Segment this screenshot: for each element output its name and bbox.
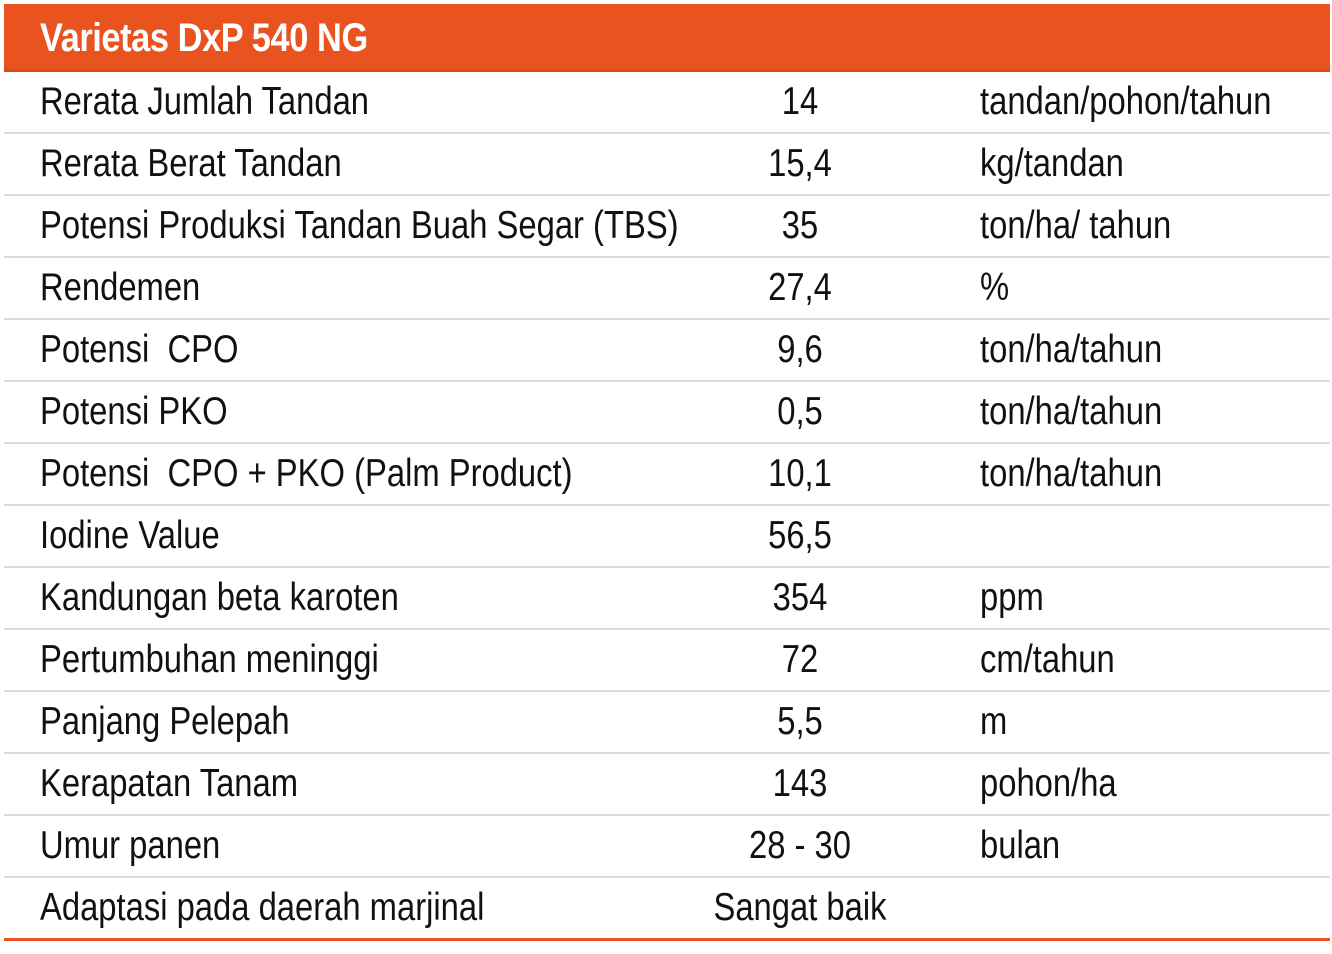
row-unit: ppm [980, 576, 1044, 619]
row-value: 35 [781, 204, 819, 247]
row-unit: % [980, 266, 1010, 309]
row-value: 5,5 [777, 700, 823, 743]
table-row-11: Panjang Pelepah 5,5 m [4, 692, 1330, 754]
row-value: 72 [781, 638, 819, 681]
table-row-6: Potensi PKO 0,5 ton/ha/tahun [4, 382, 1330, 444]
row-unit: ton/ha/tahun [980, 390, 1163, 433]
spec-table: Varietas DxP 540 NG Rerata Jumlah Tandan… [4, 4, 1330, 941]
row-label: Rerata Jumlah Tandan [40, 80, 370, 123]
row-value: 10,1 [768, 452, 832, 495]
row-value: 0,5 [777, 390, 823, 433]
row-label: Potensi CPO + PKO (Palm Product) [40, 452, 573, 495]
row-unit: ton/ha/tahun [980, 328, 1163, 371]
table-row-14: Adaptasi pada daerah marjinal Sangat bai… [4, 878, 1330, 941]
row-label: Potensi Produksi Tandan Buah Segar (TBS) [40, 204, 679, 247]
table-row-3: Potensi Produksi Tandan Buah Segar (TBS)… [4, 196, 1330, 258]
row-unit: tandan/pohon/tahun [980, 80, 1272, 123]
row-unit: pohon/ha [980, 762, 1117, 805]
table-row-12: Kerapatan Tanam 143 pohon/ha [4, 754, 1330, 816]
row-label: Panjang Pelepah [40, 700, 290, 743]
table-row-8: Iodine Value 56,5 [4, 506, 1330, 568]
row-label: Potensi PKO [40, 390, 228, 433]
table-row-2: Rerata Berat Tandan 15,4 kg/tandan [4, 134, 1330, 196]
row-value: 354 [772, 576, 828, 619]
row-label: Umur panen [40, 824, 221, 867]
table-header: Varietas DxP 540 NG [4, 4, 1330, 72]
table-row-13: Umur panen 28 - 30 bulan [4, 816, 1330, 878]
row-unit: ton/ha/tahun [980, 452, 1163, 495]
table-row-7: Potensi CPO + PKO (Palm Product) 10,1 to… [4, 444, 1330, 506]
row-label: Rendemen [40, 266, 201, 309]
row-value: 14 [781, 80, 819, 123]
row-label: Adaptasi pada daerah marjinal [40, 886, 485, 929]
row-unit: m [980, 700, 1008, 743]
row-value: 15,4 [768, 142, 832, 185]
row-unit: ton/ha/ tahun [980, 204, 1172, 247]
table-title: Varietas DxP 540 NG [40, 15, 368, 60]
table-row-1: Rerata Jumlah Tandan 14 tandan/pohon/tah… [4, 72, 1330, 134]
row-label: Kandungan beta karoten [40, 576, 399, 619]
row-unit: bulan [980, 824, 1061, 867]
row-label: Rerata Berat Tandan [40, 142, 342, 185]
row-value: 28 - 30 [749, 824, 851, 867]
table-row-4: Rendemen 27,4 % [4, 258, 1330, 320]
row-value: 9,6 [777, 328, 823, 371]
row-label: Iodine Value [40, 514, 220, 557]
row-value: 56,5 [768, 514, 832, 557]
row-label: Pertumbuhan meninggi [40, 638, 379, 681]
row-label: Kerapatan Tanam [40, 762, 299, 805]
row-unit: cm/tahun [980, 638, 1115, 681]
row-value: Sangat baik [713, 886, 887, 929]
table-body: Rerata Jumlah Tandan 14 tandan/pohon/tah… [4, 72, 1330, 941]
table-row-9: Kandungan beta karoten 354 ppm [4, 568, 1330, 630]
row-label: Potensi CPO [40, 328, 239, 371]
table-row-10: Pertumbuhan meninggi 72 cm/tahun [4, 630, 1330, 692]
table-row-5: Potensi CPO 9,6 ton/ha/tahun [4, 320, 1330, 382]
row-value: 143 [772, 762, 828, 805]
row-unit: kg/tandan [980, 142, 1124, 185]
row-value: 27,4 [768, 266, 832, 309]
